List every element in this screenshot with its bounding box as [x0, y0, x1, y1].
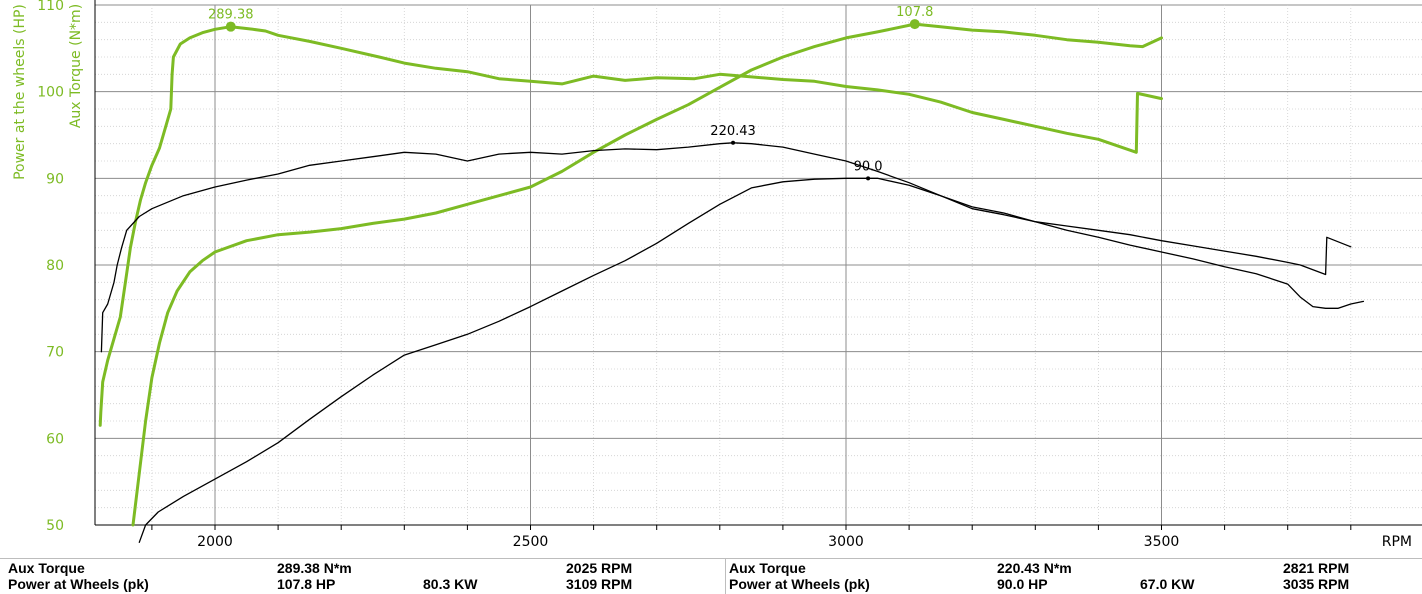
y-tick-label: 100 [37, 85, 64, 101]
summary-divider [0, 558, 1422, 559]
green-power-curve [131, 22, 1163, 527]
x-axis-label: RPM [1382, 534, 1412, 550]
right-torque-value: 220.43 N*m [997, 560, 1072, 576]
summary-column-divider [725, 558, 726, 594]
y-tick-label: 50 [46, 518, 64, 534]
series-lines [98, 22, 1365, 543]
y-axis-label-secondary: Aux Torque (N*m) [68, 4, 84, 128]
right-power-label: Power at Wheels (pk) [729, 576, 870, 592]
left-torque-value: 289.38 N*m [277, 560, 352, 576]
peak-marker [731, 140, 736, 145]
left-torque-rpm: 2025 RPM [566, 560, 633, 576]
axes: 50 60 70 80 90 100 110 2000 2500 3000 3500 [37, 0, 1422, 550]
left-power-kw: 80.3 KW [423, 576, 478, 592]
peak-label: 90.0 [854, 159, 883, 174]
green-torque-curve [98, 25, 1163, 427]
summary-table: Aux Torque 289.38 N*m 2025 RPM Power at … [0, 558, 1422, 594]
peak-label: 289.38 [208, 8, 254, 23]
left-power-rpm: 3109 RPM [566, 576, 633, 592]
y-tick-label: 60 [46, 431, 64, 447]
peak-marker [909, 19, 920, 30]
y-tick-label: 110 [37, 0, 64, 14]
right-power-rpm: 3035 RPM [1283, 576, 1350, 592]
y-tick-label: 70 [46, 345, 64, 361]
peak-markers: 289.38 107.8 220.43 90.0 [208, 5, 933, 181]
x-tick-label: 3000 [828, 534, 864, 550]
black-torque-curve [100, 142, 1352, 353]
x-tick-label: 3500 [1144, 534, 1180, 550]
y-tick-label: 90 [46, 171, 64, 187]
peak-marker [866, 176, 871, 181]
black-power-curve [138, 177, 1365, 543]
left-torque-label: Aux Torque [8, 560, 85, 576]
peak-marker [225, 21, 236, 32]
x-tick-label: 2500 [513, 534, 549, 550]
right-torque-rpm: 2821 RPM [1283, 560, 1350, 576]
right-torque-label: Aux Torque [729, 560, 806, 576]
dyno-chart: 50 60 70 80 90 100 110 2000 2500 3000 3500 289.38 1… [12, 0, 1422, 550]
grid [95, 4, 1422, 526]
right-power-kw: 67.0 KW [1140, 576, 1195, 592]
peak-label: 220.43 [710, 124, 756, 139]
y-tick-label: 80 [46, 258, 64, 274]
left-power-value: 107.8 HP [277, 576, 336, 592]
y-axis-label-primary: Power at the wheels (HP) [12, 4, 28, 180]
right-power-value: 90.0 HP [997, 576, 1048, 592]
x-tick-label: 2000 [197, 534, 233, 550]
peak-label: 107.8 [896, 5, 933, 20]
left-power-label: Power at Wheels (pk) [8, 576, 149, 592]
